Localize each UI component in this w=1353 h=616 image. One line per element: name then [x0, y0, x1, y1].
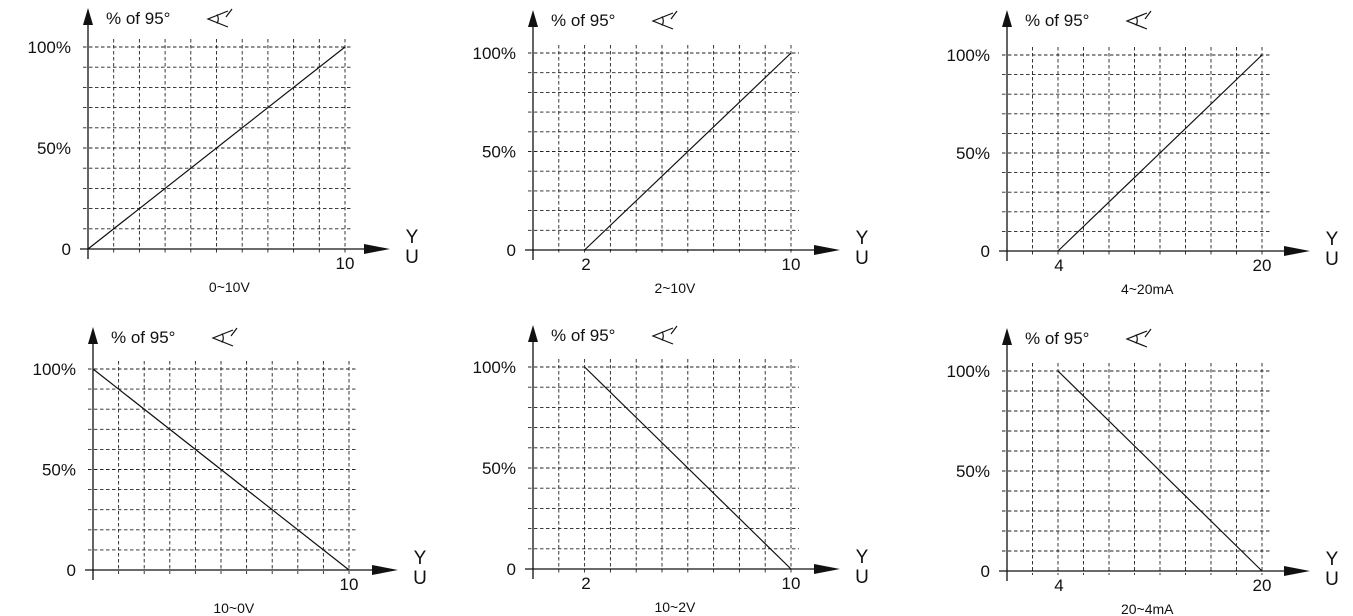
grid [528, 45, 799, 254]
arrow-head-icon [1284, 566, 1310, 576]
x-axis-label: Y [406, 227, 419, 248]
y-tick-label: 50% [482, 459, 516, 478]
chart-panel: % of 95° 0 50% 100% 2 10 YU 10~2V [473, 325, 869, 615]
arrow-head-icon [814, 245, 840, 255]
chart-panel: % of 95° 0 50% 100% 2 10 YU 2~10V [473, 10, 869, 296]
x-axis-label: U [855, 248, 869, 269]
arrow-head-icon [1284, 246, 1310, 256]
arrow-head-icon [528, 325, 538, 342]
x-axis-label: Y [856, 547, 869, 568]
arrow-head-icon [372, 565, 398, 575]
x-axis-label: U [1325, 249, 1339, 270]
x-tick-label: 4 [1054, 256, 1063, 275]
chart-title: 20~4mA [1121, 601, 1174, 616]
angle-icon [1125, 328, 1152, 348]
chart-panel: % of 95° 0 50% 100% 10 YU 0~10V [28, 8, 419, 295]
x-axis-label: Y [414, 548, 427, 569]
y-tick-label: 100% [947, 46, 990, 65]
x-tick-label: 20 [1253, 576, 1272, 595]
chart-title: 4~20mA [1121, 281, 1174, 297]
y-tick-label: 50% [37, 139, 71, 158]
y-tick-label: 50% [482, 143, 516, 162]
y-tick-label: 0 [62, 240, 71, 259]
arrow-head-icon [1002, 10, 1012, 27]
chart-title: 0~10V [209, 279, 251, 295]
grid [1002, 363, 1270, 575]
y-tick-label: 100% [473, 358, 516, 377]
y-tick-label: 100% [33, 360, 76, 379]
series-line [584, 52, 792, 251]
y-tick-label: 50% [956, 462, 990, 481]
chart-title: 10~2V [654, 599, 696, 615]
arrow-head-icon [83, 8, 93, 25]
y-tick-label: 0 [507, 560, 516, 579]
y-tick-label: 100% [473, 44, 516, 63]
series-line [1057, 370, 1263, 572]
x-tick-label: 10 [782, 255, 801, 274]
arrow-head-icon [528, 10, 538, 27]
series-line [584, 366, 792, 570]
y-tick-label: 50% [42, 461, 76, 480]
chart-panel: % of 95° 0 50% 100% 4 20 YU 20~4mA [947, 328, 1339, 616]
arrow-head-icon [1002, 328, 1012, 345]
grid [1002, 47, 1270, 255]
x-tick-label: 10 [782, 574, 801, 593]
arrow-head-icon [364, 244, 390, 254]
y-tick-label: 100% [28, 38, 71, 57]
x-axis-label: U [405, 247, 419, 268]
x-tick-label: 4 [1054, 576, 1063, 595]
chart-panel: % of 95° 0 50% 100% 10 YU 10~0V [33, 327, 427, 616]
x-axis-label: U [1325, 569, 1339, 590]
y-axis-label: % of 95° [1025, 11, 1089, 30]
grid [88, 361, 357, 574]
y-tick-label: 0 [981, 562, 990, 581]
y-tick-label: 0 [507, 241, 516, 260]
y-axis-label: % of 95° [1025, 329, 1089, 348]
series-line [87, 46, 346, 250]
x-tick-label: 2 [581, 255, 590, 274]
angle-icon [211, 327, 238, 347]
x-axis-label: U [855, 567, 869, 588]
angle-icon [651, 325, 678, 345]
grid [83, 39, 353, 253]
arrow-head-icon [814, 564, 840, 574]
x-tick-label: 10 [336, 254, 355, 273]
angle-icon [1125, 10, 1152, 30]
y-axis-label: % of 95° [106, 9, 170, 28]
y-axis-label: % of 95° [551, 11, 615, 30]
series-line [92, 368, 350, 571]
arrow-head-icon [88, 327, 98, 344]
x-axis-label: Y [1326, 549, 1339, 570]
x-tick-label: 10 [340, 575, 359, 594]
angle-icon [651, 10, 678, 30]
y-axis-label: % of 95° [111, 328, 175, 347]
x-tick-label: 20 [1253, 256, 1272, 275]
grid [528, 359, 799, 573]
y-axis-label: % of 95° [551, 326, 615, 345]
angle-icon [206, 8, 233, 28]
x-axis-label: Y [856, 228, 869, 249]
series-line [1057, 54, 1263, 252]
chart-panel: % of 95° 0 50% 100% 4 20 YU 4~20mA [947, 10, 1339, 297]
chart-title: 10~0V [213, 600, 255, 616]
y-tick-label: 50% [956, 144, 990, 163]
y-tick-label: 0 [981, 242, 990, 261]
x-axis-label: U [413, 568, 427, 589]
y-tick-label: 100% [947, 362, 990, 381]
x-axis-label: Y [1326, 229, 1339, 250]
y-tick-label: 0 [67, 561, 76, 580]
chart-title: 2~10V [654, 280, 696, 296]
x-tick-label: 2 [581, 574, 590, 593]
